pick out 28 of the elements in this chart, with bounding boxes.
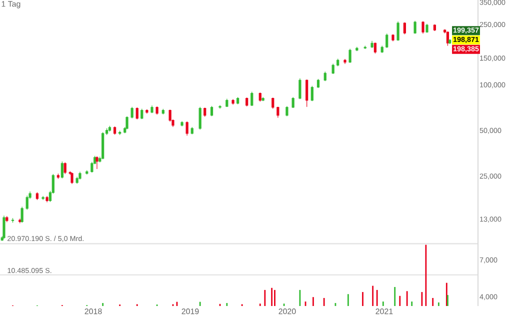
candlestick	[126, 116, 128, 130]
candlestick	[348, 48, 352, 62]
candlestick	[186, 121, 188, 136]
candlestick	[414, 20, 416, 34]
candlestick	[286, 106, 288, 116]
candlestick	[198, 106, 202, 130]
candlestick	[370, 40, 374, 48]
candlestick	[344, 58, 346, 64]
candlestick	[130, 106, 134, 119]
candlestick	[46, 196, 48, 203]
candlestick	[180, 120, 184, 127]
candlestick	[146, 108, 148, 114]
candlestick	[392, 34, 394, 42]
candlestick	[292, 96, 294, 108]
candlestick	[76, 176, 78, 184]
candlestick	[396, 21, 400, 40]
candlestick	[276, 107, 280, 118]
candlestick	[262, 96, 264, 102]
candlestick	[422, 22, 424, 34]
candlestick	[156, 106, 158, 115]
candlestick	[42, 196, 44, 200]
candlestick	[150, 105, 154, 114]
candlestick	[2, 215, 6, 240]
candlestick	[168, 110, 172, 122]
candlestick	[298, 78, 302, 100]
candlestick	[332, 63, 334, 74]
candlestick	[78, 171, 82, 180]
candlestick	[232, 98, 234, 105]
